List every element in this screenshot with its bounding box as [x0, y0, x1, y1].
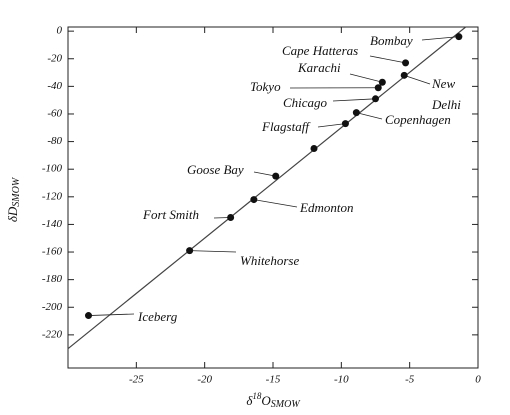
y-label-main: δD: [5, 206, 20, 222]
point-label: Tokyo: [250, 79, 281, 94]
x-label-sup: 18: [252, 391, 262, 401]
y-tick-label: 0: [57, 25, 63, 37]
point-label: Cape Hatteras: [282, 43, 358, 58]
point-label: Fort Smith: [142, 207, 199, 222]
point: [400, 71, 408, 79]
leader-line: [332, 98, 376, 102]
y-tick-label: -20: [47, 52, 62, 64]
y-tick-label: -60: [47, 108, 62, 120]
y-axis-label: δDSMOW: [5, 176, 22, 222]
point: [352, 109, 360, 117]
y-tick-label: -120: [42, 190, 63, 202]
leader-line: [404, 74, 431, 85]
point-label: New: [431, 76, 455, 91]
point-label: Chicago: [283, 95, 328, 110]
point: [378, 78, 386, 86]
x-tick-label: -25: [129, 374, 144, 386]
leader-line: [349, 73, 383, 83]
y-label-sub: SMOW: [11, 176, 22, 207]
point: [455, 33, 463, 41]
point-label: Copenhagen: [385, 112, 451, 127]
y-tick-label: -140: [42, 218, 63, 230]
y-tick-label: -180: [42, 273, 63, 285]
x-tick-label: -20: [197, 374, 212, 386]
x-tick-label: -15: [266, 374, 281, 386]
x-tick-label: -10: [334, 374, 349, 386]
y-tick-label: -40: [47, 80, 62, 92]
point: [227, 214, 235, 222]
fit-line: [67, 26, 467, 350]
point-label: Whitehorse: [240, 253, 299, 268]
y-tick-label: -80: [47, 135, 62, 147]
leader-line: [356, 112, 383, 120]
point-label: Edmonton: [299, 200, 353, 215]
leader-line: [253, 171, 276, 177]
y-tick-label: -160: [42, 246, 63, 258]
leader-line: [421, 36, 459, 41]
point: [250, 196, 258, 204]
x-axis-label: δ18OSMOW: [246, 391, 301, 410]
point: [341, 120, 349, 128]
x-tick-label: -5: [405, 374, 415, 386]
y-tick-label: -200: [42, 301, 63, 313]
y-tick-label: -220: [42, 328, 63, 340]
point: [85, 312, 92, 320]
point: [272, 172, 280, 180]
point-label: Karachi: [297, 60, 341, 75]
point-label: Bombay: [370, 33, 413, 48]
x-label-sub: SMOW: [271, 399, 302, 410]
point: [186, 247, 194, 255]
point: [310, 144, 318, 152]
point-label: Iceberg: [137, 309, 178, 324]
x-tick-label: 0: [475, 374, 481, 386]
point: [374, 84, 382, 92]
point-label: Delhi: [431, 97, 461, 112]
point-label: Flagstaff: [261, 119, 311, 134]
leader-line: [369, 55, 406, 64]
leader-line: [253, 199, 298, 208]
x-label-base: δ: [246, 393, 253, 408]
point: [372, 95, 379, 103]
point-label: Goose Bay: [187, 162, 244, 177]
leader-line: [317, 123, 346, 128]
leader-line: [189, 250, 237, 253]
leader-line: [88, 313, 135, 316]
y-tick-label: -100: [42, 163, 63, 175]
x-label-main: O: [261, 393, 271, 408]
point: [402, 59, 410, 67]
